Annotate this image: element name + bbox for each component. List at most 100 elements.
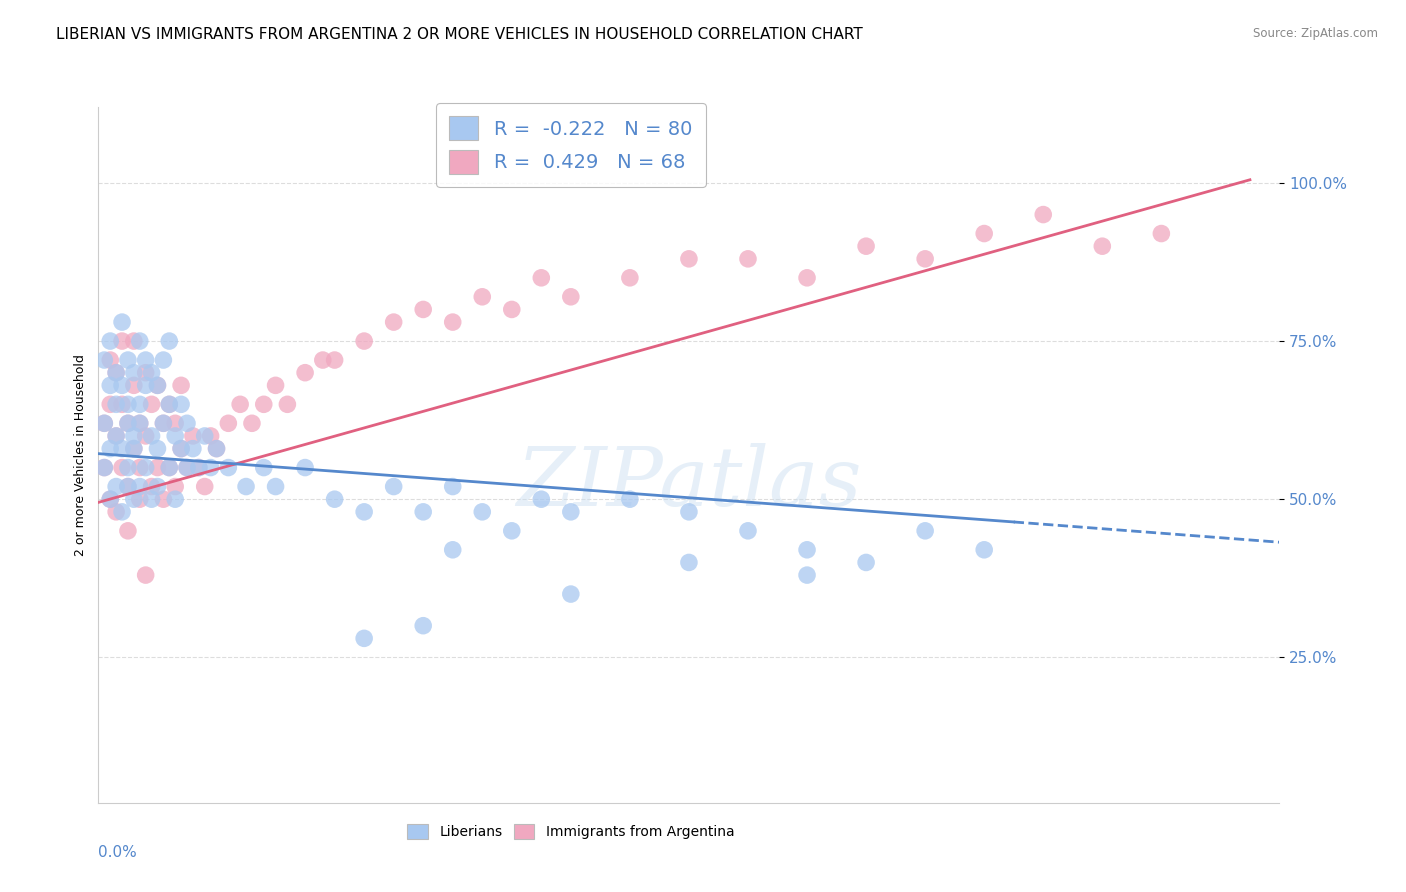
Point bbox=[441, 542, 464, 557]
Point bbox=[117, 524, 139, 538]
Point bbox=[122, 442, 145, 456]
Point bbox=[181, 429, 204, 443]
Point bbox=[141, 492, 163, 507]
Point bbox=[176, 417, 198, 431]
Point bbox=[105, 479, 128, 493]
Point bbox=[93, 460, 115, 475]
Point bbox=[412, 302, 434, 317]
Point bbox=[98, 334, 121, 348]
Point bbox=[128, 460, 150, 475]
Point bbox=[187, 460, 209, 475]
Point bbox=[796, 568, 818, 582]
Point bbox=[176, 460, 198, 475]
Point bbox=[678, 505, 700, 519]
Point bbox=[117, 397, 139, 411]
Point bbox=[122, 366, 145, 380]
Point bbox=[855, 239, 877, 253]
Text: ZIPatlas: ZIPatlas bbox=[516, 442, 862, 523]
Point bbox=[117, 417, 139, 431]
Point bbox=[294, 460, 316, 475]
Point bbox=[170, 442, 193, 456]
Point bbox=[501, 302, 523, 317]
Point bbox=[105, 366, 128, 380]
Point bbox=[855, 556, 877, 570]
Point bbox=[441, 479, 464, 493]
Point bbox=[176, 460, 198, 475]
Point bbox=[122, 429, 145, 443]
Point bbox=[135, 460, 157, 475]
Point bbox=[135, 353, 157, 368]
Point bbox=[1032, 208, 1054, 222]
Point bbox=[382, 479, 405, 493]
Point bbox=[217, 460, 239, 475]
Point bbox=[98, 492, 121, 507]
Point bbox=[170, 442, 193, 456]
Point bbox=[146, 460, 169, 475]
Point bbox=[157, 334, 180, 348]
Point bbox=[264, 378, 287, 392]
Point bbox=[253, 460, 276, 475]
Point bbox=[93, 353, 115, 368]
Point bbox=[205, 442, 228, 456]
Point bbox=[530, 270, 553, 285]
Point bbox=[276, 397, 298, 411]
Point bbox=[412, 618, 434, 632]
Point bbox=[111, 315, 134, 329]
Point bbox=[200, 460, 222, 475]
Point bbox=[146, 479, 169, 493]
Point bbox=[117, 479, 139, 493]
Point bbox=[105, 397, 128, 411]
Point bbox=[105, 429, 128, 443]
Point bbox=[111, 378, 134, 392]
Point bbox=[128, 492, 150, 507]
Point bbox=[105, 429, 128, 443]
Point bbox=[122, 334, 145, 348]
Point bbox=[217, 417, 239, 431]
Point bbox=[471, 290, 494, 304]
Point bbox=[170, 378, 193, 392]
Point bbox=[128, 397, 150, 411]
Point bbox=[353, 505, 375, 519]
Point bbox=[678, 556, 700, 570]
Point bbox=[264, 479, 287, 493]
Point bbox=[128, 417, 150, 431]
Point bbox=[240, 417, 263, 431]
Point bbox=[796, 542, 818, 557]
Point bbox=[117, 479, 139, 493]
Point bbox=[914, 524, 936, 538]
Point bbox=[111, 397, 134, 411]
Point bbox=[146, 442, 169, 456]
Point bbox=[323, 492, 346, 507]
Point bbox=[619, 492, 641, 507]
Point bbox=[152, 353, 174, 368]
Point bbox=[165, 479, 187, 493]
Point bbox=[194, 429, 217, 443]
Text: LIBERIAN VS IMMIGRANTS FROM ARGENTINA 2 OR MORE VEHICLES IN HOUSEHOLD CORRELATIO: LIBERIAN VS IMMIGRANTS FROM ARGENTINA 2 … bbox=[56, 27, 863, 42]
Point bbox=[1150, 227, 1173, 241]
Point bbox=[796, 270, 818, 285]
Point bbox=[441, 315, 464, 329]
Point bbox=[1091, 239, 1114, 253]
Point bbox=[152, 417, 174, 431]
Y-axis label: 2 or more Vehicles in Household: 2 or more Vehicles in Household bbox=[75, 354, 87, 556]
Point bbox=[93, 417, 115, 431]
Point bbox=[152, 417, 174, 431]
Point bbox=[111, 460, 134, 475]
Point bbox=[141, 479, 163, 493]
Point bbox=[135, 378, 157, 392]
Point bbox=[128, 479, 150, 493]
Point bbox=[229, 397, 252, 411]
Point bbox=[105, 366, 128, 380]
Point bbox=[152, 492, 174, 507]
Point bbox=[323, 353, 346, 368]
Text: 0.0%: 0.0% bbox=[98, 845, 138, 860]
Point bbox=[117, 460, 139, 475]
Point bbox=[98, 397, 121, 411]
Point bbox=[560, 587, 582, 601]
Point bbox=[253, 397, 276, 411]
Point bbox=[146, 378, 169, 392]
Point bbox=[122, 492, 145, 507]
Point bbox=[181, 442, 204, 456]
Point bbox=[973, 227, 995, 241]
Point bbox=[200, 429, 222, 443]
